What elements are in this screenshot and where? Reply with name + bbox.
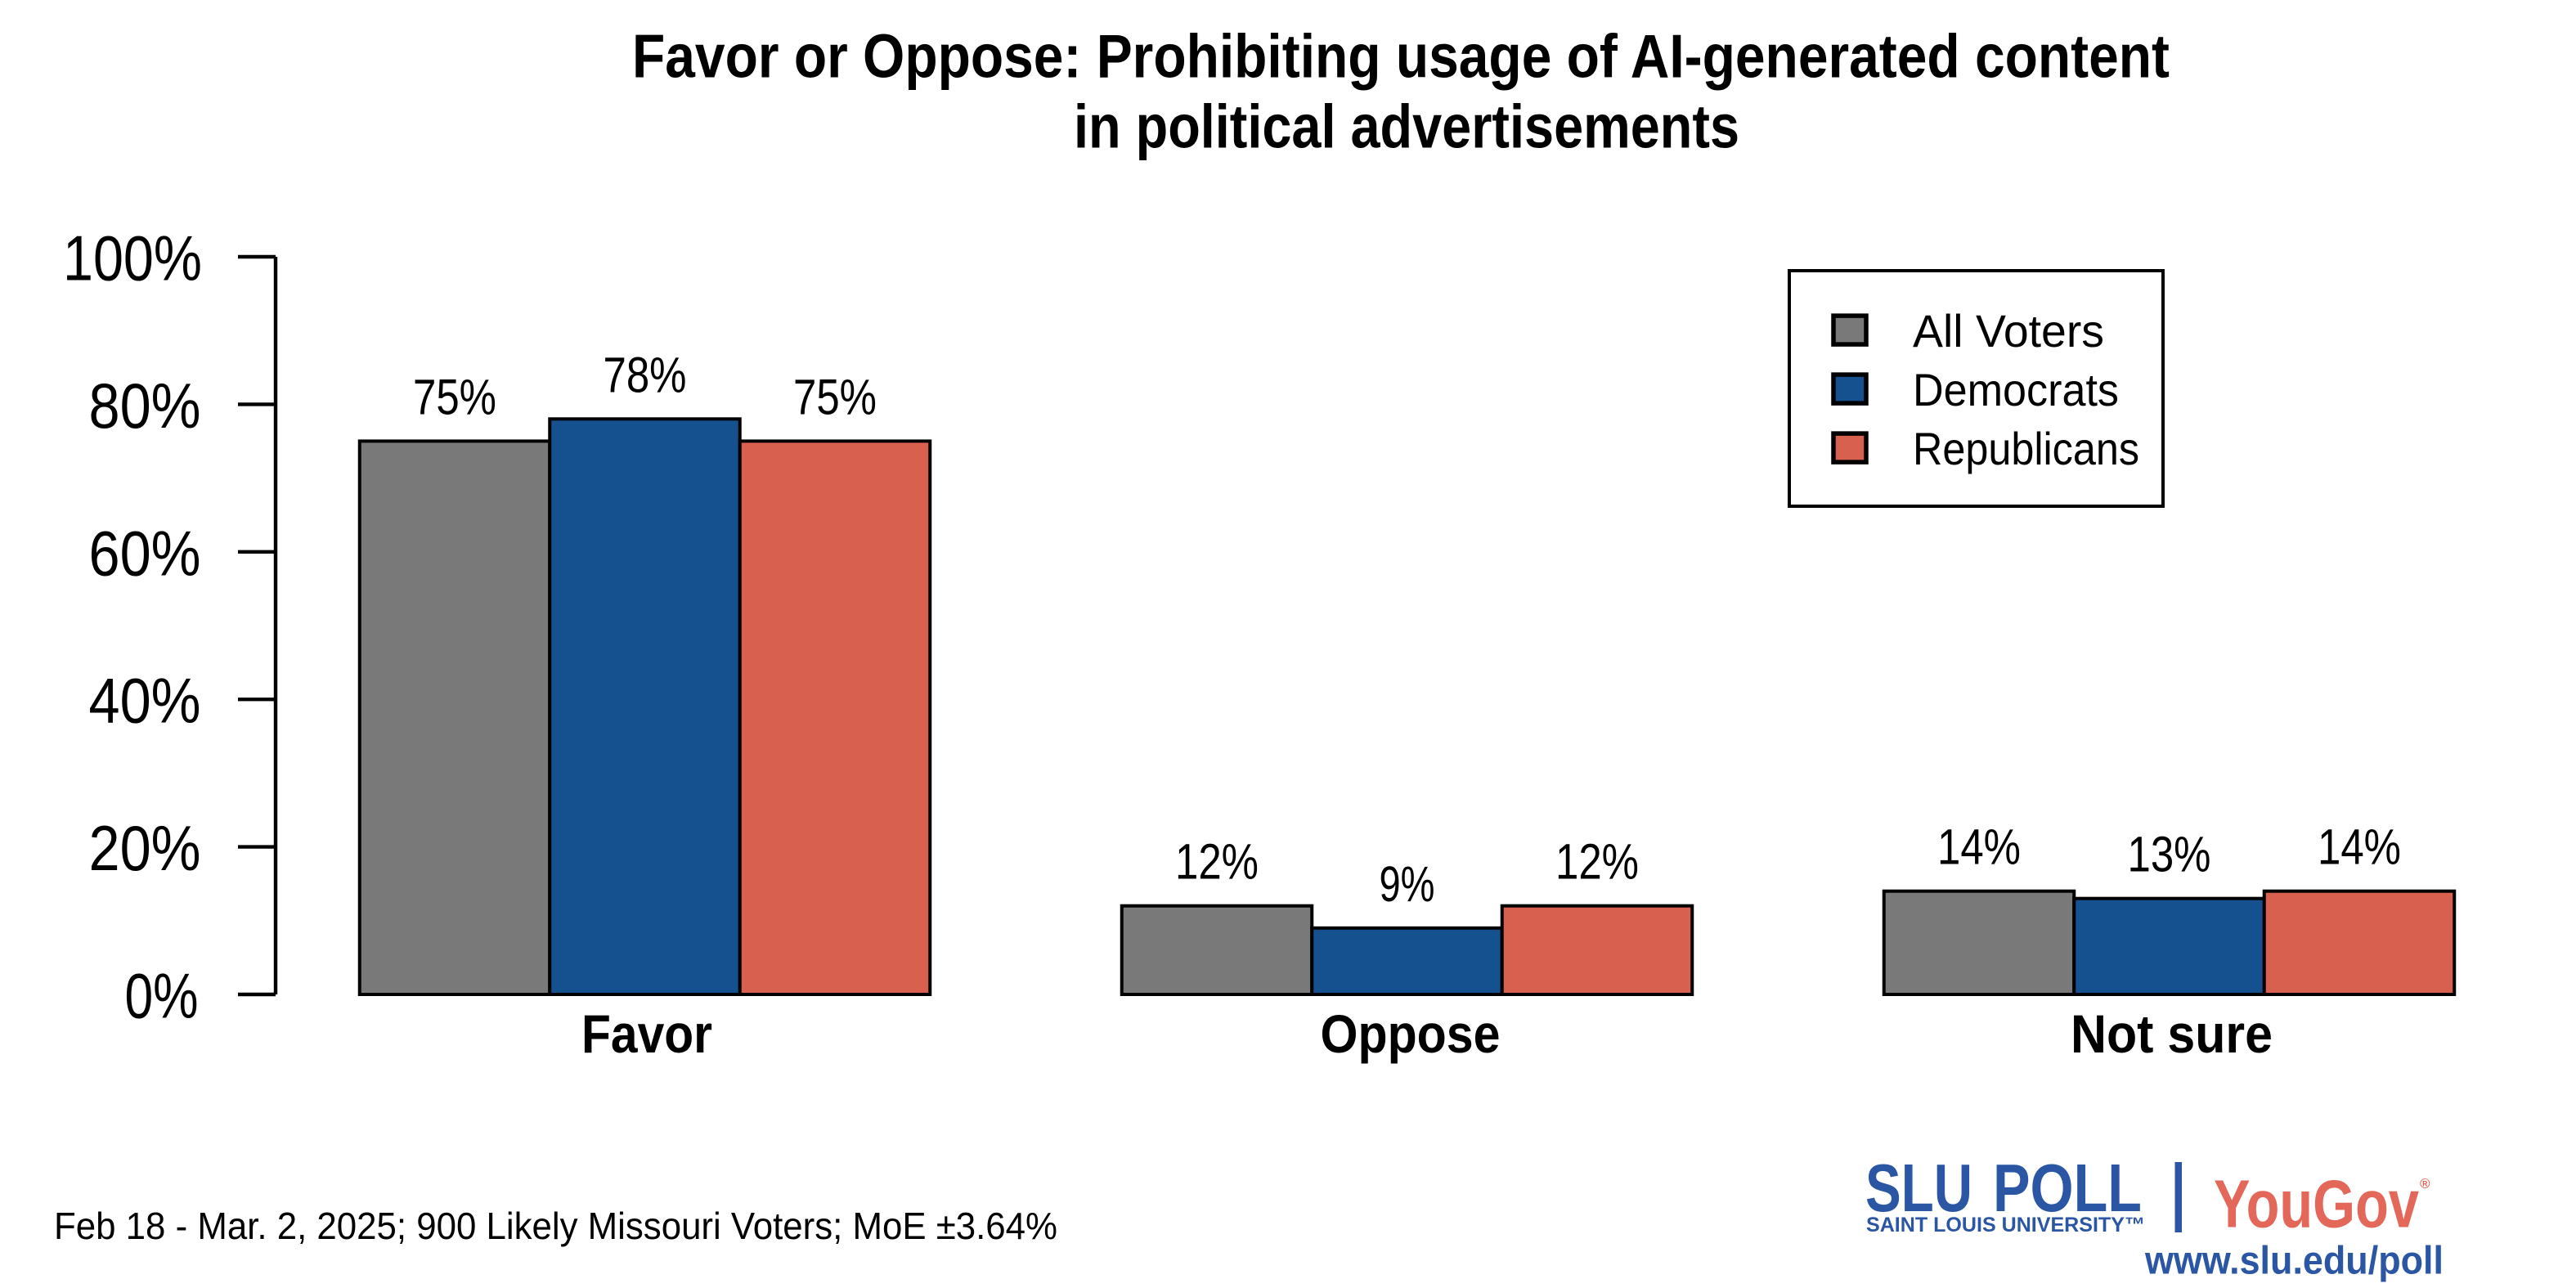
svg-text:Democrats: Democrats xyxy=(1913,364,2119,415)
svg-text:All Voters: All Voters xyxy=(1913,305,2104,357)
svg-text:www.slu.edu/poll: www.slu.edu/poll xyxy=(2144,1240,2444,1283)
svg-text:SLU: SLU xyxy=(1865,1150,1972,1226)
svg-text:14%: 14% xyxy=(1937,819,2021,875)
svg-text:20%: 20% xyxy=(89,812,201,884)
svg-text:Republicans: Republicans xyxy=(1913,423,2139,474)
svg-text:in political advertisements: in political advertisements xyxy=(1074,92,1739,161)
svg-text:0%: 0% xyxy=(125,960,199,1032)
svg-text:80%: 80% xyxy=(89,370,201,442)
svg-text:Favor or Oppose: Prohibiting u: Favor or Oppose: Prohibiting usage of AI… xyxy=(632,22,2170,91)
svg-text:100%: 100% xyxy=(63,222,202,294)
svg-text:POLL: POLL xyxy=(1993,1150,2142,1226)
svg-text:12%: 12% xyxy=(1175,834,1259,890)
svg-text:Oppose: Oppose xyxy=(1321,1003,1501,1064)
svg-text:78%: 78% xyxy=(604,347,687,402)
svg-text:40%: 40% xyxy=(89,665,201,737)
svg-text:75%: 75% xyxy=(793,369,877,424)
svg-text:9%: 9% xyxy=(1380,856,1435,912)
svg-text:14%: 14% xyxy=(2318,819,2401,875)
svg-text:Favor: Favor xyxy=(581,1003,712,1064)
svg-text:13%: 13% xyxy=(2128,827,2211,882)
svg-text:75%: 75% xyxy=(413,369,496,424)
svg-text:Not sure: Not sure xyxy=(2071,1003,2273,1064)
svg-text:SAINT LOUIS UNIVERSITY™: SAINT LOUIS UNIVERSITY™ xyxy=(1866,1214,2145,1236)
svg-text:®: ® xyxy=(2420,1176,2430,1192)
svg-text:12%: 12% xyxy=(1555,834,1639,890)
svg-text:60%: 60% xyxy=(89,518,201,590)
svg-text:Feb 18 - Mar. 2, 2025; 900 Lik: Feb 18 - Mar. 2, 2025; 900 Likely Missou… xyxy=(54,1205,1057,1247)
svg-text:YouGov: YouGov xyxy=(2214,1166,2419,1242)
